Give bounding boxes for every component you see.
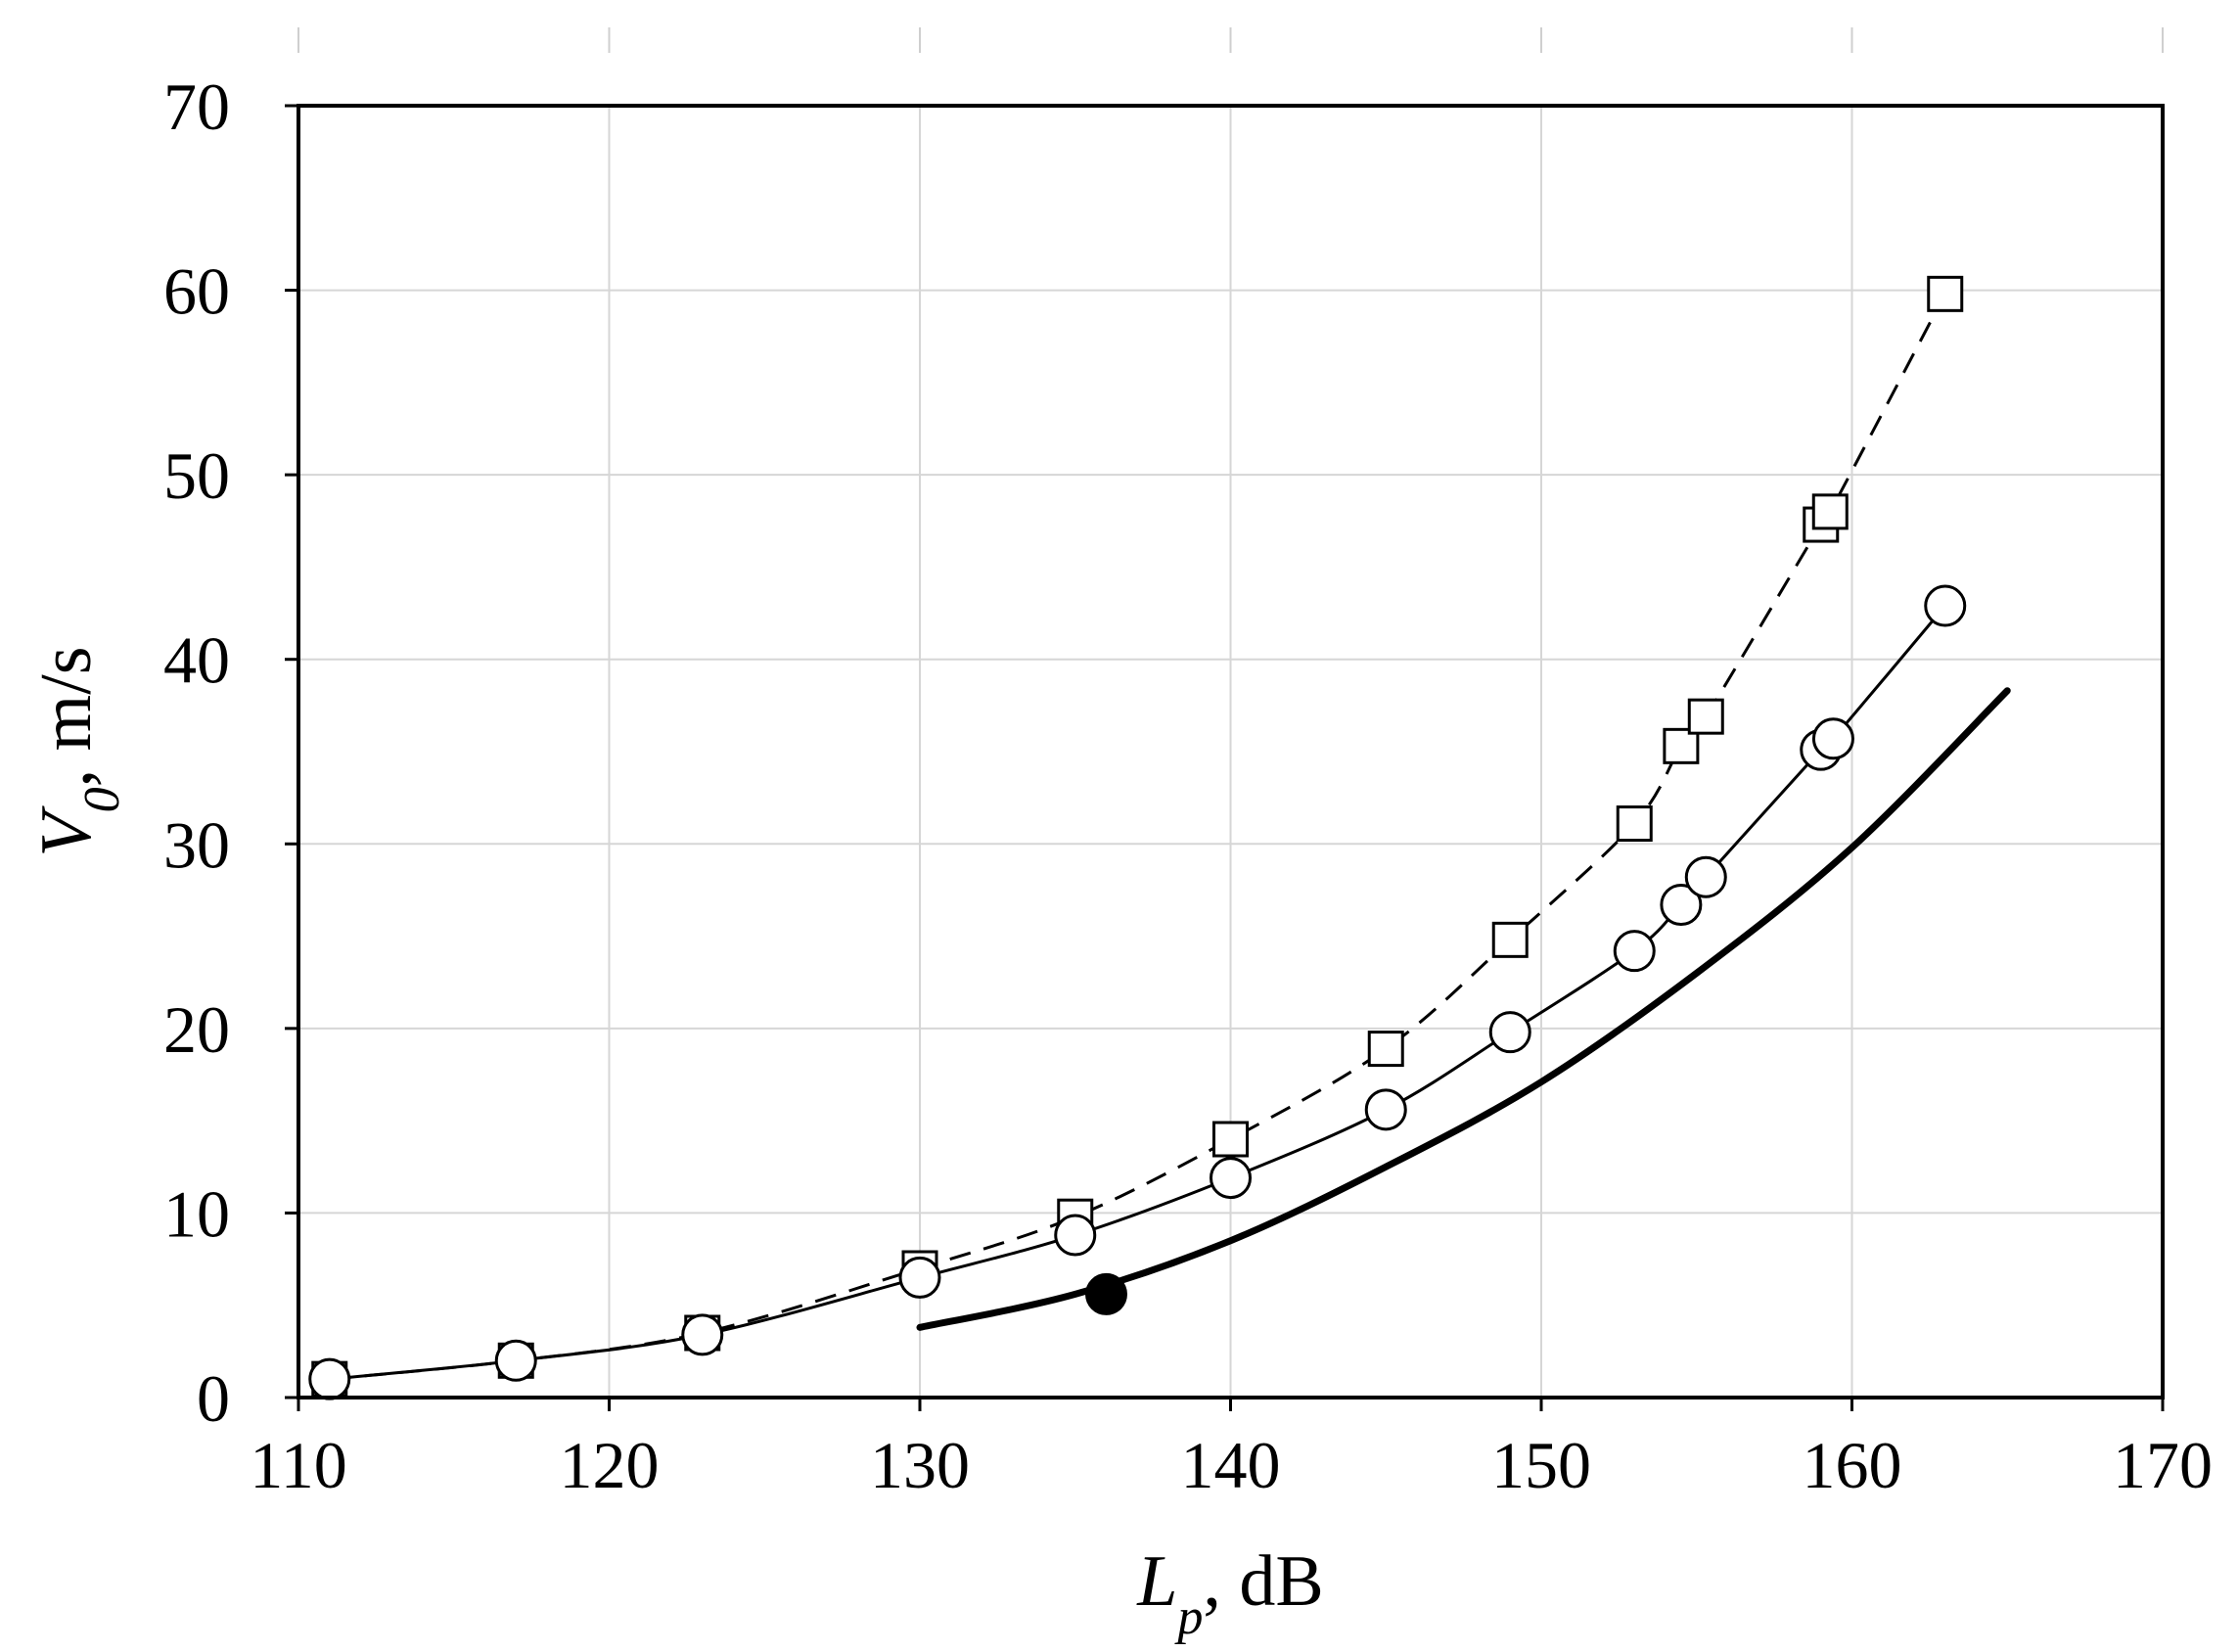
x-axis-symbol: L: [1136, 1541, 1177, 1622]
series-line: [329, 293, 1947, 1381]
x-tick-label: 150: [1491, 1428, 1591, 1502]
y-axis-title: V0, m/s: [26, 646, 130, 856]
y-tick-label: 30: [163, 807, 230, 882]
circle-marker: [1811, 717, 1854, 760]
square-marker: [1212, 1121, 1249, 1158]
circle-marker: [494, 1339, 537, 1382]
circle-marker: [898, 1256, 941, 1299]
y-axis-symbol: V: [26, 805, 107, 857]
y-tick-label: 50: [163, 438, 230, 513]
x-axis-subscript: p: [1173, 1589, 1203, 1645]
top-tick-marks: [297, 27, 2164, 53]
square-marker: [1616, 805, 1653, 843]
circle-marker: [1613, 930, 1656, 973]
square-marker: [1687, 698, 1724, 735]
x-tick-label: 160: [1803, 1428, 1902, 1502]
axis-ticks: [285, 104, 2165, 1411]
filled-circle-marker: [1085, 1272, 1127, 1315]
x-axis-title: Lp, dB: [1136, 1541, 1324, 1645]
series-2: [308, 584, 1967, 1400]
square-marker: [1927, 275, 1964, 312]
x-tick-label: 140: [1181, 1428, 1281, 1502]
y-tick-label: 20: [163, 992, 230, 1067]
y-tick-label: 0: [197, 1361, 230, 1436]
y-tick-label: 40: [163, 623, 230, 698]
x-tick-labels: 110 120 130 140 150 160 170: [250, 1428, 2213, 1502]
square-marker: [1663, 727, 1700, 764]
y-tick-label: 60: [163, 254, 230, 329]
circle-marker: [308, 1357, 351, 1400]
circle-marker: [1660, 884, 1703, 927]
x-tick-label: 120: [560, 1428, 660, 1502]
square-marker: [1491, 921, 1529, 958]
circle-marker: [1488, 1011, 1531, 1054]
gridlines: [298, 106, 2163, 1398]
series-layer: [308, 275, 2011, 1400]
series-1: [311, 275, 1964, 1398]
y-axis-subscript: 0: [74, 787, 130, 812]
x-tick-label: 170: [2113, 1428, 2213, 1502]
circle-marker: [1924, 584, 1967, 627]
y-tick-label: 10: [163, 1176, 230, 1251]
series-4: [1085, 1272, 1127, 1315]
square-marker: [1367, 1031, 1404, 1068]
x-tick-label: 130: [870, 1428, 970, 1502]
circle-marker: [1210, 1157, 1252, 1200]
circle-marker: [1054, 1214, 1097, 1257]
circle-marker: [681, 1313, 724, 1356]
y-axis-unit: , m/s: [26, 646, 107, 787]
y-tick-labels: 0 10 20 30 40 50 60 70: [163, 69, 230, 1436]
square-marker: [1811, 493, 1849, 530]
x-tick-label: 110: [250, 1428, 346, 1502]
circle-marker: [1684, 855, 1727, 898]
y-tick-label: 70: [163, 69, 230, 144]
x-axis-unit: , dB: [1203, 1541, 1323, 1622]
circle-marker: [1364, 1088, 1407, 1131]
